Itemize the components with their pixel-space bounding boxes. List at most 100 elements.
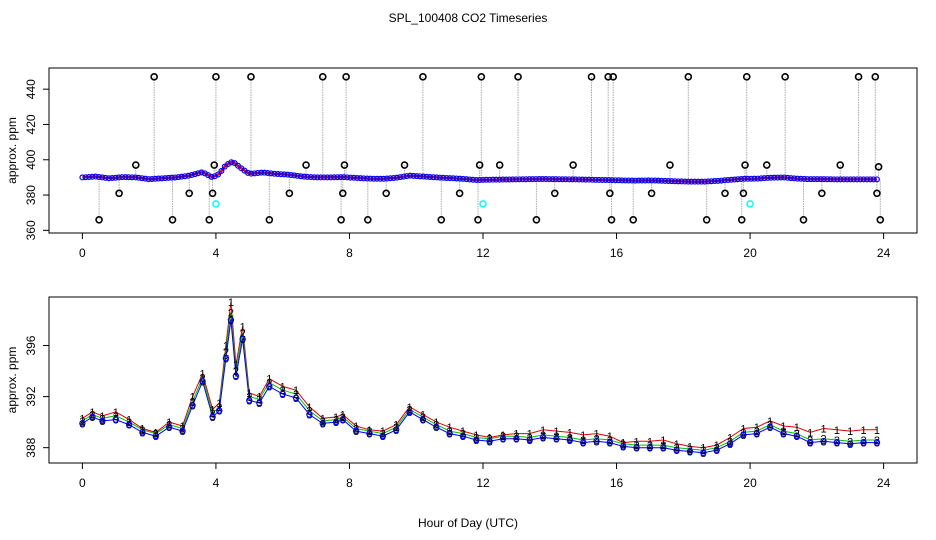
top-marker [387,175,394,182]
top-marker [668,178,675,185]
top-marker [589,176,596,183]
top-marker [135,174,142,181]
series-1-marker: 1 [767,416,773,428]
bottom-point-marker [232,372,240,380]
series-3-marker: 3 [433,422,439,434]
series-2-marker: 2 [580,435,586,447]
outlier-marker [874,163,883,171]
outlier-marker [799,215,808,224]
bottom-point-marker [726,440,734,448]
top-marker [701,178,708,185]
top-marker [526,176,533,183]
series-2-marker: 2 [228,307,234,319]
series-1-marker: 1 [807,427,813,439]
top-marker [777,174,784,181]
outlier-marker [629,215,638,224]
series-1-marker: 1 [223,341,229,353]
series-3-marker: 3 [620,441,626,453]
outlier-marker [737,215,746,224]
series-1-marker: 1 [580,430,586,442]
series-1-marker: 1 [233,360,239,372]
bottom-point-marker [873,439,881,446]
calibration-marker [746,200,754,208]
outlier-marker [455,189,464,198]
series-3-marker: 3 [607,438,613,450]
top-marker [513,176,520,183]
series-2-marker: 2 [607,435,613,447]
top-marker [625,177,632,184]
top-marker [291,172,298,179]
top-marker [741,175,748,182]
series-2-marker: 2 [233,366,239,378]
series-2-marker: 2 [139,425,145,437]
series-1-marker: 1 [433,417,439,429]
top-marker [473,177,480,184]
top-marker [152,175,159,182]
series-3-marker: 3 [834,438,840,450]
series-2-marker: 2 [79,416,85,428]
series-1-marker: 1 [473,430,479,442]
series-3-marker: 3 [714,445,720,457]
series-1-marker: 1 [179,421,185,433]
bottom-point-marker [419,416,427,423]
top-marker [840,176,847,183]
top-marker [655,177,662,184]
top-marker [453,175,460,182]
outlier-marker [871,73,880,81]
series-1-marker: 1 [210,404,216,416]
top-marker [791,175,798,182]
series-2-marker: 2 [366,426,372,438]
series-3-marker: 3 [647,443,653,455]
bottom-point-marker [227,316,235,324]
top-marker [718,177,725,184]
top-marker [271,170,278,177]
bottom-point-marker [279,390,286,398]
bottom-point-marker [539,434,547,441]
series-2-marker: 2 [223,347,229,359]
series-2-marker: 2 [340,412,346,424]
top-marker [112,174,119,181]
series-1-marker: 1 [727,432,733,444]
series-2-marker: 2 [714,443,720,455]
series-3-marker: 3 [674,445,680,457]
top-marker [182,173,189,180]
series-1-marker: 1 [280,381,286,393]
outlier-marker [854,73,863,81]
top-marker [767,174,774,181]
series-3-marker: 3 [333,417,339,429]
top-marker [496,176,503,183]
top-marker [748,175,755,182]
top-marker [532,176,539,183]
top-marker [417,173,424,180]
top-marker [274,170,281,177]
top-marker [595,176,602,183]
bottom-point-marker [553,435,560,442]
outlier-marker [742,73,751,81]
top-marker [503,176,510,183]
bottom-point-marker [406,408,413,416]
top-marker [248,170,255,177]
series-1-marker: 1 [593,429,599,441]
top-marker [834,176,841,183]
top-marker [195,170,202,177]
top-marker [261,169,268,176]
top-marker [648,177,655,184]
bottom-point-marker [620,443,627,450]
top-marker [665,177,672,184]
top-marker [801,175,808,182]
top-marker [314,174,321,181]
series-3-marker: 3 [847,439,853,451]
series-1-marker: 1 [794,422,800,434]
top-marker [407,172,414,179]
y-tick-label: 380 [24,185,38,205]
top-marker [86,173,93,180]
top-marker [327,174,334,181]
series-2-marker: 2 [647,440,653,452]
outlier-marker [587,73,596,81]
top-marker [585,176,592,183]
top-marker [671,178,678,185]
top-marker [109,175,116,182]
series-1-marker: 1 [607,431,613,443]
outlier-marker [836,161,845,169]
